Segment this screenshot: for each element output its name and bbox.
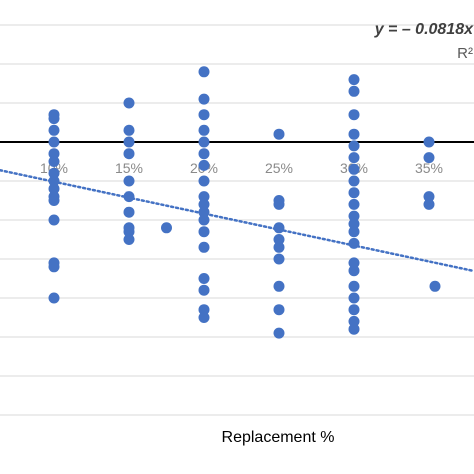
x-tick-label: 35%	[415, 160, 443, 176]
data-point	[273, 234, 285, 245]
data-point	[123, 191, 135, 203]
data-point	[123, 226, 135, 238]
data-point	[198, 191, 210, 203]
data-point	[273, 304, 285, 316]
data-point	[48, 167, 60, 179]
linear-trendline	[0, 168, 474, 273]
data-point	[198, 206, 210, 218]
data-point	[198, 109, 210, 121]
data-point	[348, 128, 360, 140]
data-point	[198, 273, 210, 284]
x-axis-title: Replacement %	[222, 429, 335, 446]
data-point	[48, 195, 60, 206]
data-point	[348, 218, 360, 230]
data-point	[198, 312, 210, 323]
data-point	[348, 210, 360, 222]
data-point	[198, 304, 210, 316]
data-point	[48, 175, 60, 187]
data-point	[198, 214, 210, 226]
data-point	[198, 226, 210, 238]
data-point	[348, 198, 360, 210]
data-point	[348, 109, 360, 121]
data-point	[423, 191, 435, 203]
data-point	[48, 148, 60, 160]
data-point	[161, 222, 172, 234]
data-point	[123, 234, 135, 245]
data-point	[48, 124, 60, 136]
data-point	[48, 183, 60, 195]
data-point	[48, 156, 60, 167]
data-point	[423, 136, 435, 148]
data-point	[273, 222, 285, 234]
x-tick-label: 15%	[115, 160, 143, 176]
data-point	[429, 280, 441, 292]
data-point	[348, 292, 360, 304]
data-point	[348, 226, 360, 238]
data-point	[123, 97, 135, 109]
data-point	[198, 198, 210, 210]
data-point	[123, 148, 135, 160]
data-point	[48, 113, 60, 125]
data-point	[198, 284, 210, 296]
data-point	[348, 315, 360, 327]
data-point	[198, 241, 210, 253]
data-point	[48, 261, 60, 273]
data-point	[198, 124, 210, 136]
data-point	[198, 159, 210, 171]
data-point	[348, 187, 360, 199]
data-point	[273, 327, 285, 339]
data-point	[198, 66, 210, 78]
x-tick-label: 25%	[265, 160, 293, 176]
trendline-equation: y = – 0.0818x	[374, 21, 474, 38]
data-point	[348, 237, 360, 249]
data-point	[423, 198, 435, 210]
data-point	[273, 128, 285, 140]
data-point	[273, 280, 285, 292]
data-point	[198, 175, 210, 187]
data-point	[348, 140, 360, 152]
data-point	[348, 74, 360, 86]
data-point	[348, 280, 360, 292]
data-point	[348, 163, 360, 175]
data-points	[48, 66, 441, 339]
data-point	[423, 152, 435, 164]
data-point	[348, 85, 360, 97]
data-point	[273, 198, 285, 210]
data-point	[48, 292, 60, 304]
data-point	[348, 323, 360, 335]
data-point	[198, 148, 210, 160]
r-squared-label: R²	[457, 45, 473, 62]
data-point	[348, 265, 360, 277]
data-point	[123, 206, 135, 218]
data-point	[48, 136, 60, 148]
data-point	[348, 304, 360, 316]
data-point	[123, 124, 135, 136]
data-point	[123, 175, 135, 187]
data-point	[198, 136, 210, 148]
data-point	[273, 253, 285, 265]
data-point	[348, 175, 360, 187]
data-point	[123, 136, 135, 148]
data-point	[348, 152, 360, 164]
data-point	[273, 241, 285, 253]
data-point	[48, 214, 60, 226]
data-point	[198, 93, 210, 105]
x-tick-labels: 10%15%20%25%30%35%	[40, 160, 443, 176]
data-point	[348, 257, 360, 269]
